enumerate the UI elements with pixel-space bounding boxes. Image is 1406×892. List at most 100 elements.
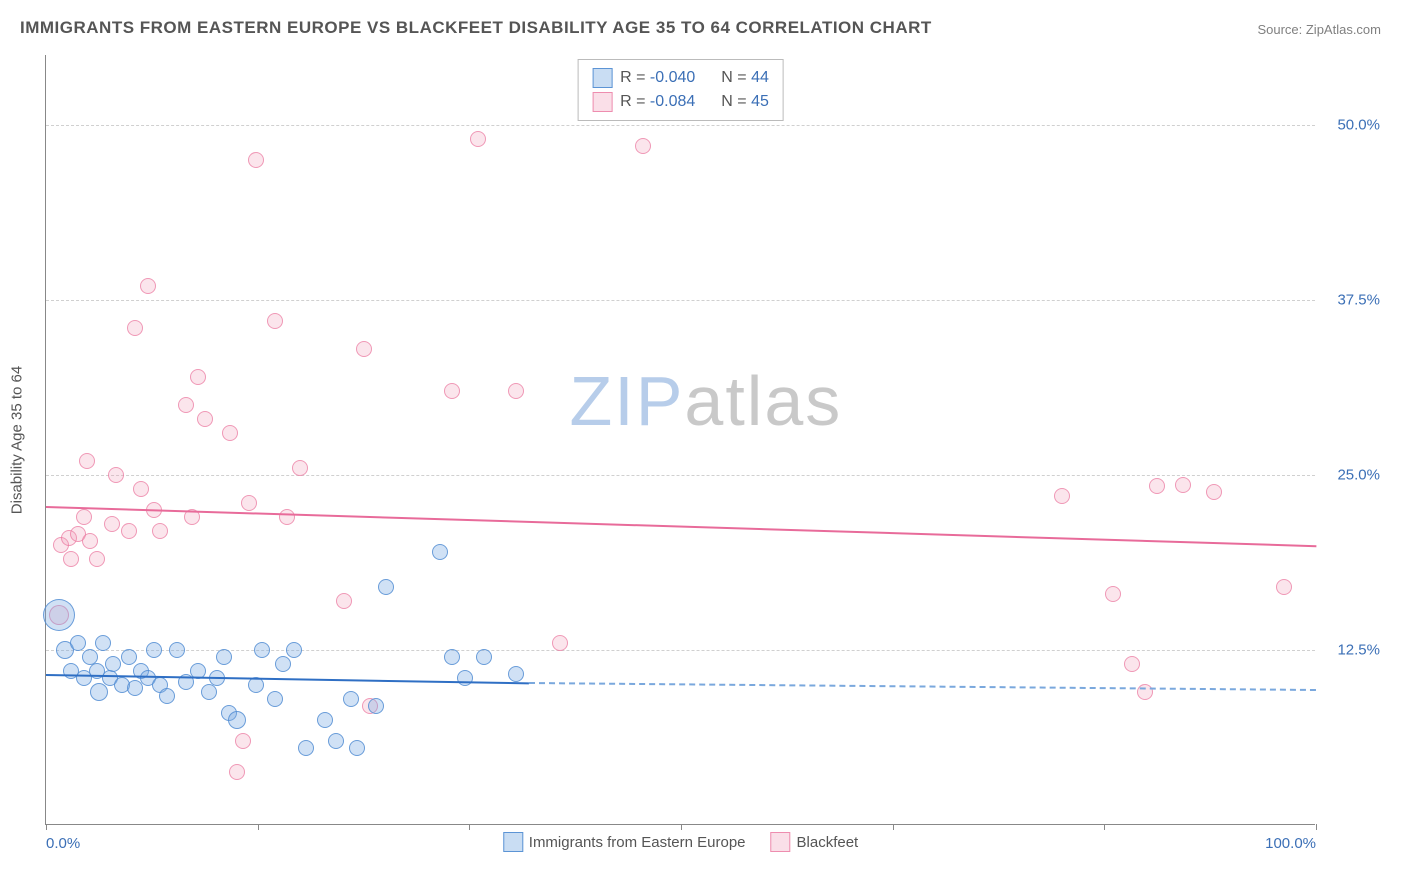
- scatter-point: [248, 152, 264, 168]
- scatter-point: [152, 523, 168, 539]
- scatter-point: [298, 740, 314, 756]
- scatter-point: [1149, 478, 1165, 494]
- scatter-point: [169, 642, 185, 658]
- watermark-zip: ZIP: [569, 362, 684, 440]
- scatter-point: [432, 544, 448, 560]
- x-tick-label: 100.0%: [1265, 835, 1316, 852]
- gridline: [46, 300, 1315, 301]
- scatter-point: [552, 635, 568, 651]
- x-tick: [469, 824, 470, 830]
- scatter-point: [229, 764, 245, 780]
- y-tick-label: 50.0%: [1337, 117, 1380, 134]
- scatter-point: [336, 593, 352, 609]
- series-legend: Immigrants from Eastern Europe Blackfeet: [503, 832, 858, 852]
- scatter-point: [349, 740, 365, 756]
- scatter-point: [292, 460, 308, 476]
- scatter-point: [127, 320, 143, 336]
- scatter-point: [1137, 684, 1153, 700]
- scatter-point: [508, 666, 524, 682]
- stats-legend-row: R = -0.040 N = 44: [592, 66, 769, 90]
- scatter-point: [90, 683, 108, 701]
- x-tick: [1316, 824, 1317, 830]
- x-tick: [1104, 824, 1105, 830]
- scatter-point: [133, 481, 149, 497]
- scatter-point: [508, 383, 524, 399]
- scatter-point: [444, 383, 460, 399]
- scatter-point: [222, 425, 238, 441]
- gridline: [46, 650, 1315, 651]
- scatter-point: [140, 278, 156, 294]
- scatter-point: [635, 138, 651, 154]
- scatter-point: [368, 698, 384, 714]
- scatter-point: [1206, 484, 1222, 500]
- scatter-point: [146, 642, 162, 658]
- scatter-point: [95, 635, 111, 651]
- source-link[interactable]: ZipAtlas.com: [1306, 22, 1381, 37]
- scatter-point: [356, 341, 372, 357]
- legend-item: Immigrants from Eastern Europe: [503, 832, 746, 852]
- y-axis-label: Disability Age 35 to 64: [9, 366, 26, 514]
- scatter-point: [197, 411, 213, 427]
- stats-legend: R = -0.040 N = 44R = -0.084N = 45: [577, 59, 784, 121]
- legend-swatch: [771, 832, 791, 852]
- scatter-point: [444, 649, 460, 665]
- scatter-point: [275, 656, 291, 672]
- scatter-point: [457, 670, 473, 686]
- legend-swatch: [503, 832, 523, 852]
- chart-container: ZIPatlas R = -0.040 N = 44R = -0.084N = 4…: [45, 55, 1385, 825]
- scatter-point: [1124, 656, 1140, 672]
- scatter-point: [241, 495, 257, 511]
- n-label: N = 44: [721, 66, 769, 90]
- legend-swatch: [592, 92, 612, 112]
- scatter-point: [1276, 579, 1292, 595]
- scatter-point: [121, 523, 137, 539]
- legend-label: Blackfeet: [797, 834, 859, 851]
- scatter-point: [70, 635, 86, 651]
- scatter-point: [235, 733, 251, 749]
- x-tick-label: 0.0%: [46, 835, 80, 852]
- scatter-point: [317, 712, 333, 728]
- scatter-point: [378, 579, 394, 595]
- scatter-point: [476, 649, 492, 665]
- scatter-point: [343, 691, 359, 707]
- scatter-point: [121, 649, 137, 665]
- scatter-point: [279, 509, 295, 525]
- scatter-point: [105, 656, 121, 672]
- scatter-point: [267, 691, 283, 707]
- chart-title: IMMIGRANTS FROM EASTERN EUROPE VS BLACKF…: [20, 18, 932, 38]
- gridline: [46, 125, 1315, 126]
- x-tick: [258, 824, 259, 830]
- scatter-point: [178, 397, 194, 413]
- scatter-point: [76, 509, 92, 525]
- scatter-point: [1054, 488, 1070, 504]
- scatter-point: [79, 453, 95, 469]
- scatter-point: [89, 551, 105, 567]
- trend-line-pink: [46, 506, 1316, 547]
- x-tick: [46, 824, 47, 830]
- scatter-point: [286, 642, 302, 658]
- scatter-point: [328, 733, 344, 749]
- y-tick-label: 25.0%: [1337, 467, 1380, 484]
- watermark: ZIPatlas: [569, 361, 842, 441]
- legend-swatch: [592, 68, 612, 88]
- y-tick-label: 37.5%: [1337, 292, 1380, 309]
- scatter-point: [108, 467, 124, 483]
- watermark-atlas: atlas: [684, 362, 842, 440]
- scatter-point: [43, 599, 75, 631]
- scatter-point: [267, 313, 283, 329]
- scatter-point: [1105, 586, 1121, 602]
- scatter-point: [63, 551, 79, 567]
- scatter-point: [254, 642, 270, 658]
- r-label: R = -0.040: [620, 66, 695, 90]
- gridline: [46, 475, 1315, 476]
- scatter-point: [228, 711, 246, 729]
- trend-line-blue-dashed: [529, 682, 1316, 691]
- scatter-point: [190, 369, 206, 385]
- x-tick: [893, 824, 894, 830]
- scatter-point: [104, 516, 120, 532]
- stats-legend-row: R = -0.084N = 45: [592, 90, 769, 114]
- scatter-point: [470, 131, 486, 147]
- legend-label: Immigrants from Eastern Europe: [529, 834, 746, 851]
- r-label: R = -0.084: [620, 90, 695, 114]
- plot-area: ZIPatlas R = -0.040 N = 44R = -0.084N = 4…: [45, 55, 1315, 825]
